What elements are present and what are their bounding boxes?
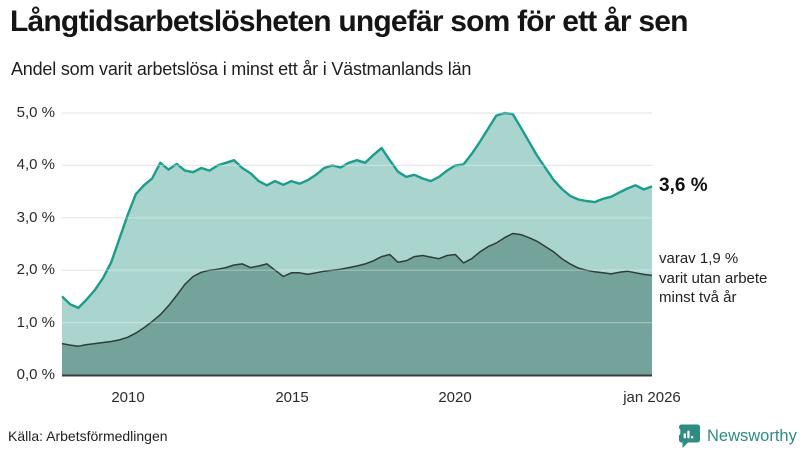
- x-tick-jan2026: jan 2026: [623, 389, 681, 406]
- y-tick-1: 1,0 %: [16, 314, 55, 331]
- newsworthy-wordmark: Newsworthy: [707, 427, 797, 445]
- y-tick-3: 3,0 %: [16, 209, 55, 226]
- page-subtitle: Andel som varit arbetslösa i minst ett å…: [11, 59, 472, 79]
- annotation-line-1: varav 1,9 %: [659, 250, 739, 267]
- y-tick-5: 5,0 %: [16, 104, 55, 121]
- source-credit: Källa: Arbetsförmedlingen: [8, 428, 168, 444]
- x-tick-2020: 2020: [438, 389, 472, 406]
- two-year-annotation: varav 1,9 % varit utan arbete minst två …: [659, 249, 767, 308]
- line-two-years: [61, 232, 653, 347]
- annotation-line-2: varit utan arbete: [659, 269, 768, 287]
- annotation-line-3: minst två år: [659, 289, 737, 306]
- gridlines-overlay: [62, 112, 652, 324]
- y-tick-4: 4,0 %: [16, 156, 55, 173]
- area-two-years: [62, 233, 652, 375]
- y-tick-0: 0,0 %: [16, 366, 55, 383]
- line-one-year: [61, 111, 653, 310]
- x-tick-2015: 2015: [275, 389, 309, 406]
- page-title: Långtidsarbetslösheten ungefär som för e…: [10, 5, 688, 38]
- x-tick-2010: 2010: [111, 389, 145, 406]
- end-value-label: 3,6 %: [659, 175, 708, 196]
- newsworthy-logo: Newsworthy: [678, 424, 797, 449]
- newsworthy-icon: [678, 424, 700, 448]
- y-tick-2: 2,0 %: [16, 261, 55, 278]
